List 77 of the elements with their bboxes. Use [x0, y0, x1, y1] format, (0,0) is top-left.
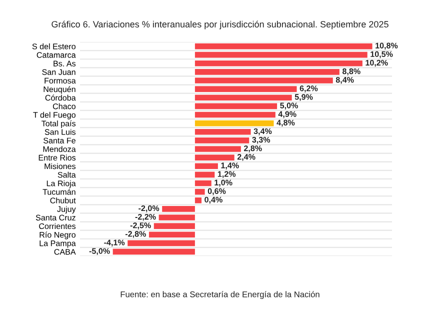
- bar: [194, 146, 241, 152]
- bar: [194, 197, 202, 204]
- y-tick-label: Entre Rios: [38, 154, 76, 161]
- y-tick-label: Jujuy: [57, 206, 76, 214]
- data-label: 8,8%: [342, 68, 360, 76]
- data-label: 3,4%: [254, 128, 272, 136]
- bar: [194, 172, 215, 178]
- bar: [128, 240, 195, 246]
- bar: [194, 69, 340, 75]
- bar: [194, 94, 292, 101]
- data-label: 5,9%: [294, 94, 313, 101]
- y-tick-label: Catamarca: [36, 52, 76, 58]
- data-label: 6,2%: [300, 86, 318, 92]
- y-tick-label: T del Fuego: [33, 112, 76, 120]
- bar: [194, 163, 218, 170]
- data-label: 4,9%: [278, 111, 296, 118]
- bar: [148, 232, 195, 238]
- data-label: 10,8%: [376, 42, 398, 50]
- y-tick-label: Total país: [42, 120, 76, 128]
- y-tick-label: Bs. As: [54, 60, 76, 66]
- bar: [154, 223, 195, 229]
- y-tick-label: San Juan: [42, 69, 76, 75]
- bar: [194, 154, 234, 160]
- bar: [158, 214, 195, 220]
- y-tick-label: S del Estero: [32, 43, 76, 50]
- source-note: Fuente: en base a Secretaría de Energía de la Nación: [120, 291, 320, 299]
- bar: [194, 128, 251, 135]
- data-label: 1,0%: [214, 180, 232, 187]
- bar: [194, 180, 212, 186]
- bar: [194, 103, 278, 110]
- data-label: 3,3%: [252, 136, 270, 144]
- bar: [194, 112, 276, 118]
- data-label: -2,8%: [125, 231, 146, 238]
- bar: [194, 78, 333, 84]
- bar: [112, 248, 195, 255]
- data-label: 10,2%: [366, 60, 388, 67]
- bar: [194, 86, 297, 92]
- y-tick-label: Tucumán: [42, 188, 76, 195]
- y-tick-label: La Rioja: [46, 180, 76, 188]
- bar: [194, 120, 274, 126]
- data-label: -2,0%: [138, 205, 160, 212]
- y-tick-label: Santa Fe: [44, 138, 76, 144]
- y-tick-label: CABA: [54, 249, 76, 255]
- y-tick-label: Río Negro: [40, 232, 76, 240]
- data-label: 8,4%: [336, 76, 354, 84]
- data-label: 1,2%: [218, 171, 236, 178]
- y-tick-label: La Pampa: [40, 240, 76, 248]
- data-label: 0,6%: [208, 188, 226, 196]
- bar: [194, 60, 362, 66]
- data-label: 1,4%: [221, 162, 239, 170]
- data-label: 4,8%: [276, 120, 295, 127]
- bar: [194, 43, 372, 50]
- data-label: 2,4%: [237, 154, 256, 161]
- bar: [194, 138, 250, 144]
- y-tick-label: Chubut: [50, 197, 76, 204]
- data-label: 2,8%: [244, 145, 262, 152]
- data-label: 10,5%: [370, 51, 393, 58]
- y-tick-label: Córdoba: [45, 94, 76, 101]
- y-tick-label: Chaco: [52, 103, 76, 110]
- bar: [194, 52, 368, 58]
- y-tick-label: San Luis: [44, 128, 76, 135]
- y-tick-label: Santa Cruz: [36, 214, 76, 220]
- y-tick-label: Corrientes: [39, 223, 76, 230]
- data-label: -2,2%: [135, 214, 156, 221]
- data-label: -4,1%: [104, 240, 125, 246]
- data-label: 5,0%: [280, 102, 298, 110]
- data-label: -5,0%: [89, 248, 110, 256]
- data-label: -2,5%: [130, 222, 151, 230]
- y-tick-label: Formosa: [44, 78, 76, 84]
- y-tick-label: Misiones: [44, 163, 76, 170]
- y-tick-label: Salta: [58, 172, 76, 178]
- bar: [194, 188, 205, 195]
- y-tick-label: Neuquén: [44, 86, 76, 94]
- data-label: 0,4%: [204, 196, 222, 204]
- y-tick-label: Mendoza: [43, 146, 76, 152]
- bar: [162, 206, 195, 212]
- chart-title: Gráfico 6. Variaciones % interanuales por jurisdicción subnacional. Septiembre 2025: [52, 20, 388, 30]
